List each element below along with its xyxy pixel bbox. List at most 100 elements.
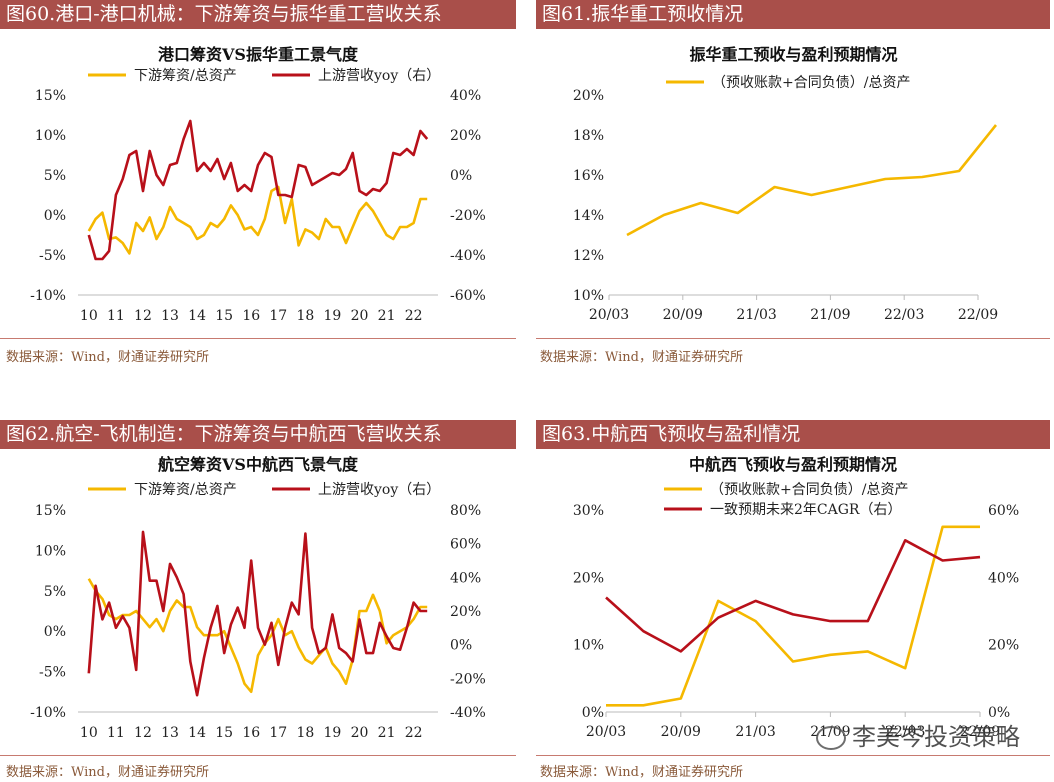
x-tick-label: 20 [351, 308, 369, 324]
x-tick-label: 12 [134, 725, 152, 741]
x-tick-label: 22 [405, 308, 423, 324]
divider [0, 755, 516, 756]
chart-title: 航空筹资VS中航西飞景气度 [158, 455, 359, 474]
source-note: 数据来源：Wind，财通证券研究所 [6, 350, 209, 365]
y-left-tick-label: 5% [44, 584, 66, 600]
x-tick-label: 14 [188, 308, 206, 324]
y-right-tick-label: 0% [450, 168, 472, 184]
x-tick-label: 20/09 [663, 307, 703, 323]
y-left-tick-label: -10% [30, 288, 66, 304]
y-right-tick-label: -40% [450, 248, 486, 264]
wechat-icon [816, 726, 846, 750]
x-tick-label: 14 [188, 725, 206, 741]
chart-63: 中航西飞预收与盈利预期情况 30% 20% 10% 0% 60% 40% 20% 0% 20/03… [536, 450, 1054, 755]
chart-title: 港口筹资VS振华重工景气度 [158, 45, 359, 64]
y-left-tick-label: 10% [35, 128, 66, 144]
x-tick-label: 15 [215, 308, 233, 324]
y-left-tick-label: 0% [44, 208, 66, 224]
x-tick-label: 21 [378, 725, 396, 741]
legend-label: （预收账款+合同负债）/总资产 [712, 75, 910, 91]
y-left-tick-label: -5% [39, 248, 66, 264]
y-right-tick-label: 80% [450, 503, 481, 519]
y-left-tick-label: 14% [573, 208, 604, 224]
x-tick-label: 17 [269, 725, 287, 741]
x-tick-label: 20/03 [589, 307, 629, 323]
y-left-tick-label: -5% [39, 665, 66, 681]
y-right-tick-label: 40% [988, 570, 1019, 586]
chart-60: 港口筹资VS振华重工景气度 15% 10% 5% 0% -5% -10% 40% 20% 0% -2… [0, 30, 521, 335]
y-right-tick-label: 60% [988, 503, 1019, 519]
panel-63: 图63.中航西飞预收与盈利情况 中航西飞预收与盈利预期情况 30% 20% 10% 0%… [536, 420, 1054, 782]
y-left-tick-label: 0% [582, 705, 604, 721]
watermark-text: 李美岑投资策略 [852, 723, 1020, 751]
x-tick-label: 22/03 [884, 307, 924, 323]
watermark: 李美岑投资策略 [816, 717, 1020, 752]
x-tick-label: 11 [107, 725, 125, 741]
y-left-tick-label: 15% [35, 503, 66, 519]
x-tick-label: 21/03 [736, 307, 776, 323]
series-line-left [626, 124, 998, 237]
x-tick-label: 10 [80, 725, 98, 741]
x-tick-label: 20/03 [586, 724, 626, 740]
legend-label: 上游营收yoy（右） [318, 482, 440, 498]
panel-62: 图62.航空-飞机制造：下游筹资与中航西飞营收关系 航空筹资VS中航西飞景气度 1… [0, 420, 521, 782]
legend-label: 下游筹资/总资产 [134, 67, 237, 84]
x-tick-label: 21 [378, 308, 396, 324]
y-right-tick-label: 20% [450, 604, 481, 620]
divider [536, 755, 1050, 756]
y-right-tick-label: 40% [450, 570, 481, 586]
x-tick-label: 19 [324, 725, 342, 741]
panel-header: 图60.港口-港口机械：下游筹资与振华重工营收关系 [0, 0, 516, 29]
y-right-tick-label: 60% [450, 537, 481, 553]
chart-title: 中航西飞预收与盈利预期情况 [689, 455, 897, 474]
legend-label: （预收账款+合同负债）/总资产 [710, 482, 908, 498]
chart-62: 航空筹资VS中航西飞景气度 15% 10% 5% 0% -5% -10% 80% 60% 40% 2… [0, 450, 521, 755]
y-right-tick-label: 0% [450, 638, 472, 654]
x-tick-label: 12 [134, 308, 152, 324]
y-left-tick-label: 18% [573, 128, 604, 144]
chart-title: 振华重工预收与盈利预期情况 [689, 45, 897, 64]
panel-60: 图60.港口-港口机械：下游筹资与振华重工营收关系 港口筹资VS振华重工景气度 1… [0, 0, 521, 372]
series-line-right [605, 539, 981, 653]
x-tick-label: 16 [242, 308, 260, 324]
x-tick-label: 13 [161, 725, 179, 741]
x-tick-label: 17 [269, 308, 287, 324]
x-tick-label: 13 [161, 308, 179, 324]
y-left-tick-label: 10% [35, 543, 66, 559]
x-tick-label: 18 [296, 725, 314, 741]
y-left-tick-label: 30% [573, 503, 604, 519]
chart-61: 振华重工预收与盈利预期情况 20% 18% 16% 14% 12% 10% 20/03 20/0… [536, 30, 1054, 335]
x-tick-label: 18 [296, 308, 314, 324]
x-tick-label: 20 [351, 725, 369, 741]
x-tick-label: 22 [405, 725, 423, 741]
y-right-tick-label: 40% [450, 88, 481, 104]
x-tick-label: 15 [215, 725, 233, 741]
x-tick-label: 22/09 [958, 307, 998, 323]
y-left-tick-label: -10% [30, 705, 66, 721]
legend-label: 下游筹资/总资产 [134, 481, 237, 498]
y-right-tick-label: 20% [988, 638, 1019, 654]
x-tick-label: 11 [107, 308, 125, 324]
x-tick-label: 10 [80, 308, 98, 324]
y-left-tick-label: 20% [573, 570, 604, 586]
series-line-right [87, 119, 429, 261]
y-left-tick-label: 16% [573, 168, 604, 184]
x-tick-label: 16 [242, 725, 260, 741]
y-right-tick-label: 20% [450, 128, 481, 144]
legend-label: 一致预期未来2年CAGR（右） [710, 502, 901, 518]
source-note: 数据来源：Wind，财通证券研究所 [540, 765, 743, 780]
source-note: 数据来源：Wind，财通证券研究所 [6, 765, 209, 780]
y-right-tick-label: 0% [988, 705, 1010, 721]
y-left-tick-label: 12% [573, 248, 604, 264]
source-note: 数据来源：Wind，财通证券研究所 [540, 350, 743, 365]
x-tick-label: 21/09 [810, 307, 850, 323]
divider [536, 338, 1050, 339]
series-line-left [87, 185, 428, 255]
series-line-left [87, 578, 428, 694]
series-line-right [87, 530, 428, 697]
panel-header: 图63.中航西飞预收与盈利情况 [536, 420, 1050, 449]
y-left-tick-label: 0% [44, 624, 66, 640]
series-line-left [606, 525, 980, 707]
x-tick-label: 22/03 [885, 724, 925, 740]
panel-61: 图61.振华重工预收情况 振华重工预收与盈利预期情况 20% 18% 16% 14% 12… [536, 0, 1054, 372]
